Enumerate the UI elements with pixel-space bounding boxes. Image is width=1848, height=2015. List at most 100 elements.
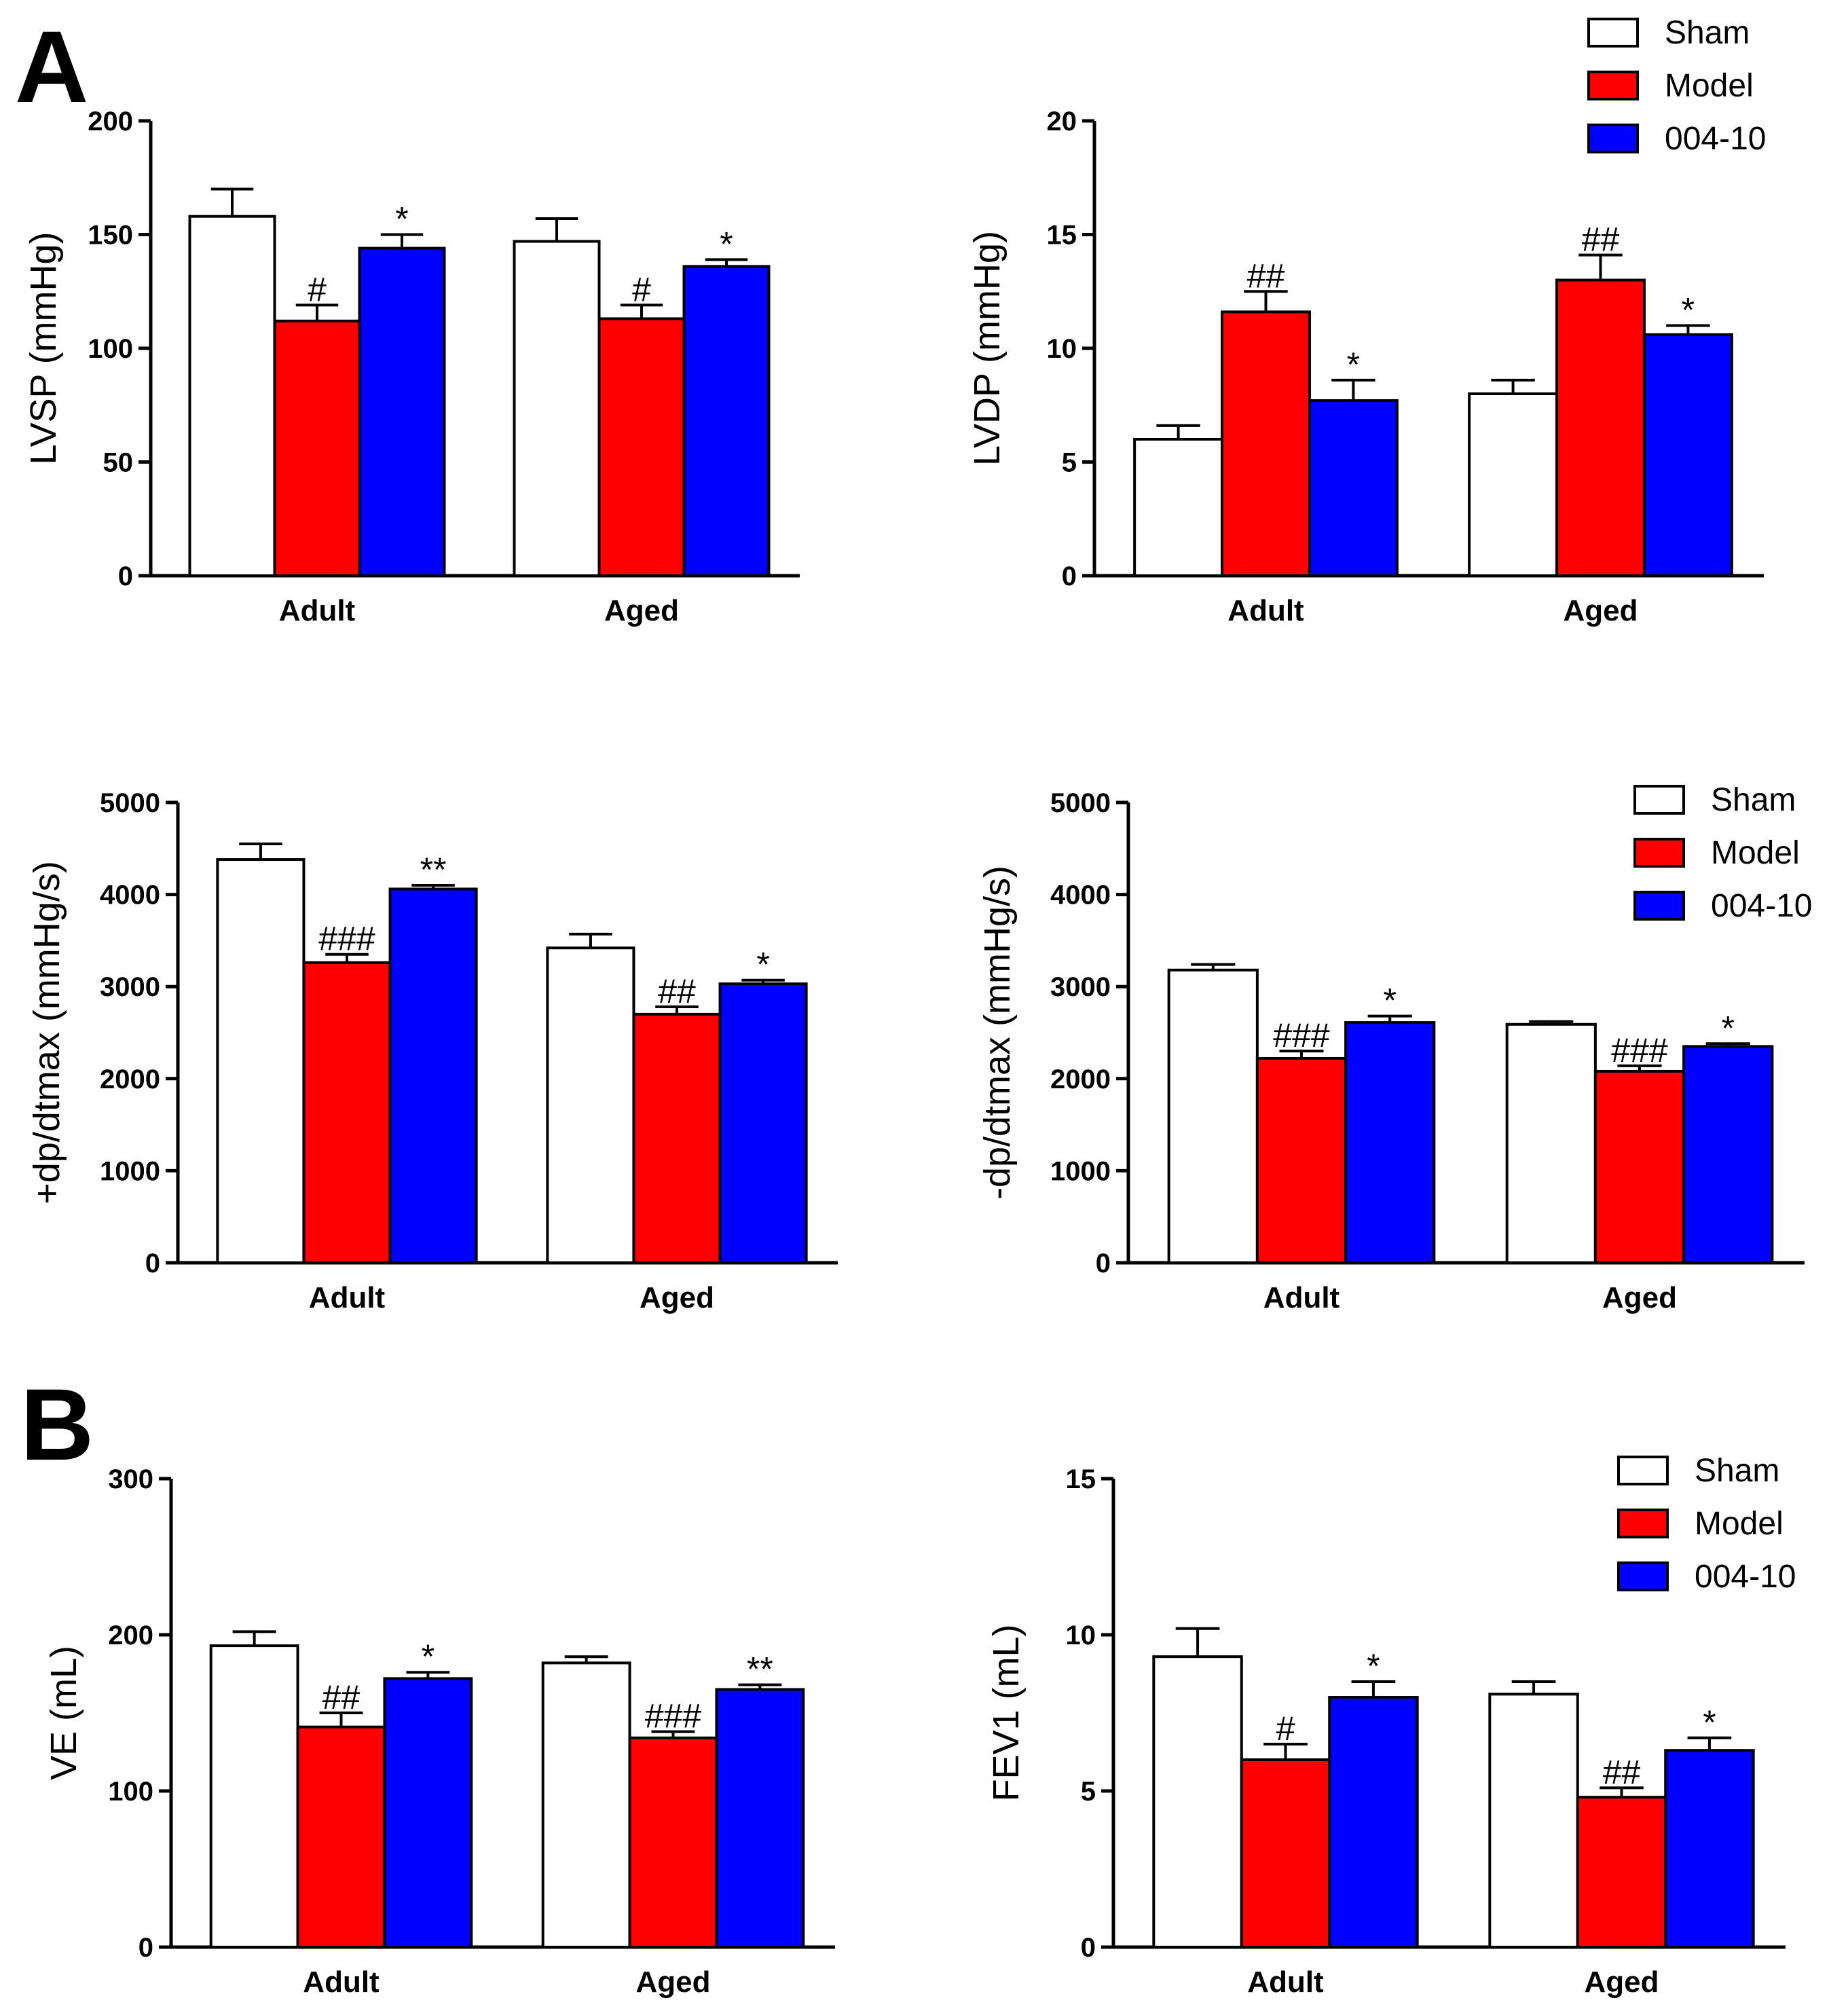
y-tick-label: 5000: [100, 788, 160, 818]
y-axis-title: VE (mL): [43, 1646, 84, 1780]
legend-label: Model: [1711, 835, 1800, 871]
y-axis-title: FEV1 (mL): [986, 1624, 1027, 1801]
bar: [1682, 1045, 1774, 1264]
legend-label: Sham: [1665, 15, 1750, 51]
legend-swatch: [1617, 1509, 1669, 1538]
bar: [216, 858, 306, 1264]
y-tick-label: 2000: [100, 1065, 160, 1094]
bar: [718, 982, 808, 1264]
significance-label: ##: [1582, 221, 1620, 259]
legend-label: 004-10: [1695, 1559, 1796, 1595]
bar: [1642, 333, 1733, 577]
legend: Sham Model 004-10: [1633, 782, 1812, 924]
panel-label-b: B: [20, 1367, 94, 1481]
legend-swatch: [1587, 18, 1639, 48]
y-tick-label: 100: [88, 334, 133, 364]
legend-label: Sham: [1711, 782, 1796, 818]
y-tick-label: 15: [1066, 1464, 1096, 1494]
y-tick-label: 2000: [1050, 1065, 1111, 1094]
significance-label: ##: [1603, 1753, 1641, 1791]
y-axis-title: LVSP (mmHg): [23, 232, 64, 464]
significance-label: *: [756, 946, 769, 984]
y-tick-label: 0: [1096, 1249, 1111, 1278]
x-category-label: Adult: [1263, 1281, 1340, 1314]
bar: [597, 317, 686, 577]
legend-swatch: [1633, 891, 1685, 921]
bar: [715, 1688, 805, 1948]
significance-label: ##: [322, 1678, 361, 1716]
chart-minus-dpdtmax: 0 1000 2000 3000 4000 5000 -dp/dtmax (mmHg/s) #…: [977, 782, 1812, 1314]
x-category-label: Adult: [279, 594, 356, 627]
bar: [513, 240, 601, 577]
significance-label: *: [1682, 291, 1695, 329]
x-category-label: Adult: [1247, 1965, 1324, 1999]
significance-label: ###: [1273, 1016, 1330, 1054]
legend-label: Sham: [1695, 1453, 1779, 1489]
y-tick-label: 10: [1066, 1621, 1096, 1650]
significance-label: ###: [645, 1697, 702, 1735]
y-axis-title: +dp/dtmax (mmHg/s): [26, 861, 67, 1204]
y-tick-label: 3000: [100, 972, 160, 1002]
significance-label: **: [420, 851, 447, 889]
x-category-label: Aged: [1602, 1281, 1677, 1314]
bar: [1255, 1056, 1348, 1265]
x-category-label: Aged: [640, 1281, 714, 1314]
x-category-label: Adult: [309, 1281, 386, 1314]
chart-fev1: 0 5 10 15 FEV1 (mL) # * Adult ## * Aged Sham Model 00…: [986, 1453, 1796, 1999]
bar: [273, 319, 361, 577]
bar: [1308, 399, 1399, 577]
bar: [188, 215, 276, 577]
bar: [546, 946, 635, 1265]
bar: [1488, 1693, 1579, 1948]
y-tick-label: 5: [1081, 1777, 1096, 1807]
y-tick-label: 100: [108, 1777, 153, 1807]
significance-label: ##: [658, 972, 696, 1010]
legend-label: Model: [1665, 68, 1754, 104]
significance-label: *: [720, 225, 733, 263]
bar: [1240, 1758, 1331, 1948]
bar: [1664, 1749, 1755, 1948]
legend-swatch: [1633, 838, 1685, 868]
legend-swatch: [1633, 785, 1685, 815]
x-category-label: Adult: [303, 1965, 380, 1999]
significance-label: *: [395, 200, 408, 238]
bar: [541, 1661, 631, 1948]
y-tick-label: 1000: [100, 1156, 160, 1186]
y-tick-label: 0: [1081, 1933, 1096, 1963]
legend: Sham Model 004-10: [1587, 15, 1766, 157]
bar: [383, 1677, 473, 1948]
bar: [682, 265, 771, 577]
y-tick-label: 0: [1062, 561, 1077, 591]
y-tick-label: 10: [1047, 334, 1077, 364]
bar: [296, 1725, 386, 1948]
legend-label: 004-10: [1665, 121, 1766, 157]
significance-label: ##: [1247, 257, 1285, 295]
panel-label-a: A: [15, 10, 88, 124]
chart-ve: 0 100 200 300 VE (mL) ## * Adult ### ** Aged: [43, 1464, 835, 1999]
legend-swatch: [1587, 124, 1639, 153]
significance-label: *: [1383, 982, 1396, 1020]
x-category-label: Aged: [636, 1965, 711, 1999]
bar: [1344, 1021, 1436, 1264]
legend-swatch: [1617, 1456, 1669, 1485]
bar: [1576, 1796, 1667, 1948]
y-tick-label: 1000: [1050, 1156, 1111, 1186]
bar: [1221, 310, 1311, 577]
y-tick-label: 15: [1047, 221, 1077, 251]
legend-label: 004-10: [1711, 888, 1812, 924]
y-tick-label: 20: [1047, 107, 1077, 136]
y-tick-label: 5: [1062, 448, 1077, 478]
x-category-label: Aged: [604, 594, 679, 627]
significance-label: *: [422, 1638, 435, 1676]
significance-label: #: [1276, 1709, 1295, 1748]
bar: [1133, 438, 1224, 577]
y-tick-label: 50: [103, 448, 134, 478]
chart-plus-dpdtmax: 0 1000 2000 3000 4000 5000 +dp/dtmax (mmHg/s) #…: [26, 788, 838, 1314]
bar: [1167, 968, 1259, 1264]
bar: [1152, 1655, 1243, 1948]
y-axis-title: -dp/dtmax (mmHg/s): [977, 866, 1018, 1200]
significance-label: ###: [318, 920, 375, 958]
bar: [388, 887, 478, 1264]
